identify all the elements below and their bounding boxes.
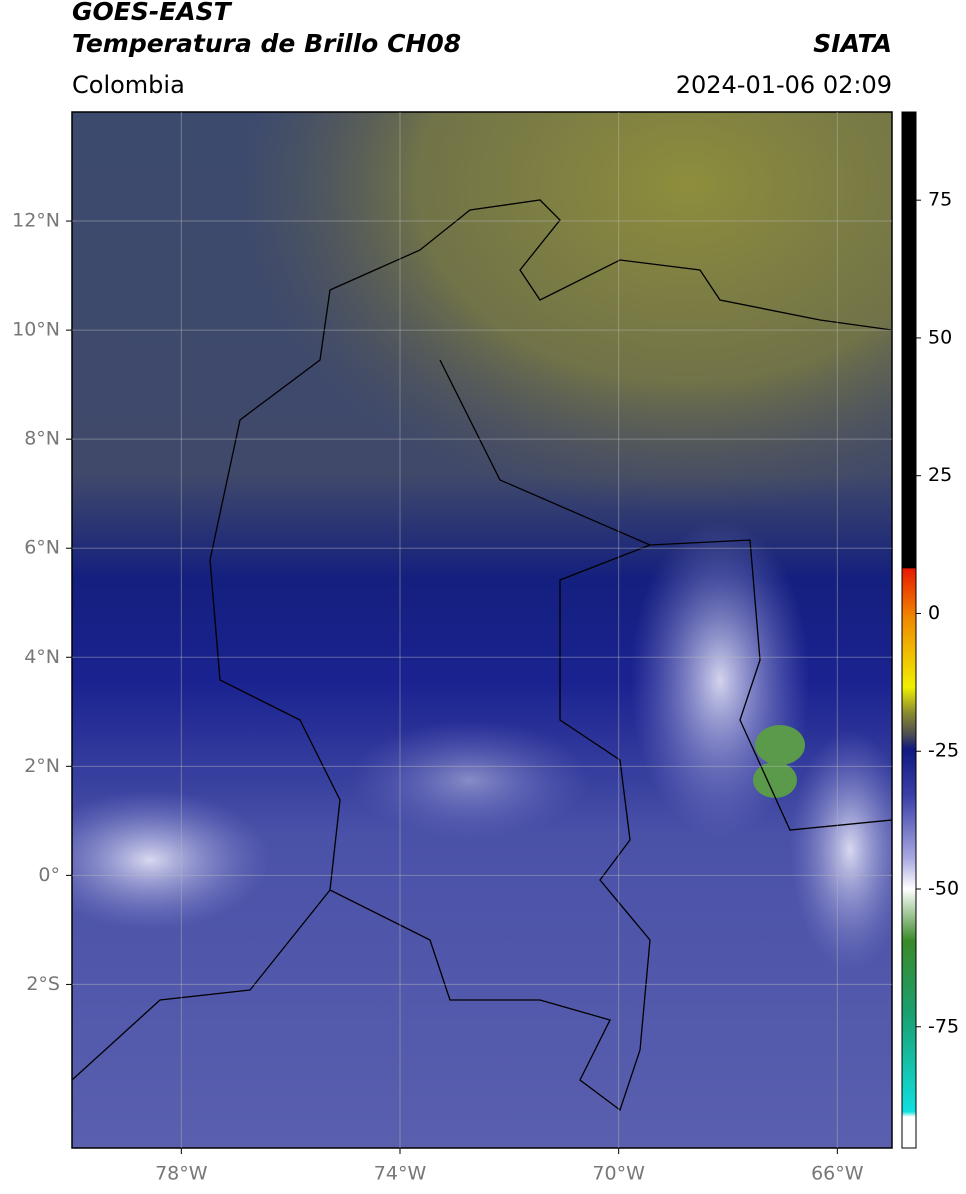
colorbar-tick-label: 25: [928, 464, 952, 486]
y-tick-label: 0°: [38, 864, 60, 886]
datetime: 2024-01-06 02:09: [676, 71, 892, 99]
y-tick-label: 4°N: [24, 646, 60, 668]
title: GOES-EAST: [72, 0, 233, 26]
x-tick-label: 74°W: [374, 1163, 427, 1185]
x-tick-label: 66°W: [811, 1163, 864, 1185]
colorbar-tick-label: -25: [928, 740, 959, 762]
subtitle: Temperatura de Brillo CH08: [72, 29, 461, 58]
colorbar: [901, 111, 917, 1149]
y-tick-label: 2°N: [24, 755, 60, 777]
y-tick-label: 12°N: [12, 210, 60, 232]
x-tick-label: 70°W: [592, 1163, 645, 1185]
region: Colombia: [72, 71, 185, 99]
y-tick-label: 10°N: [12, 319, 60, 341]
y-tick-label: 2°S: [26, 973, 60, 995]
colorbar-tick-label: 50: [928, 326, 952, 348]
colorbar-tick-label: -75: [928, 1015, 959, 1037]
y-tick-label: 6°N: [24, 537, 60, 559]
x-tick-label: 78°W: [155, 1163, 208, 1185]
colorbar-tick-label: 75: [928, 189, 952, 211]
colorbar-tick-label: 0: [928, 602, 940, 624]
map-frame: [71, 111, 893, 1149]
source: SIATA: [813, 29, 892, 58]
colorbar-tick-label: -50: [928, 878, 959, 900]
y-tick-label: 8°N: [24, 428, 60, 450]
satellite-image: [72, 112, 892, 1148]
